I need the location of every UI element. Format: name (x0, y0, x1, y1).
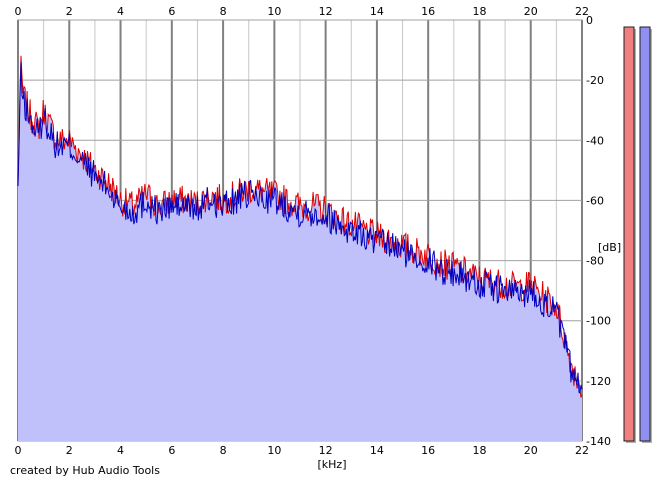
x-axis-label: [kHz] (318, 458, 347, 471)
x-tick-label-top: 2 (66, 5, 73, 18)
x-tick-label-bottom: 0 (15, 444, 22, 457)
credit-text: created by Hub Audio Tools (10, 464, 160, 477)
x-tick-label-top: 4 (117, 5, 124, 18)
area-fill (18, 55, 582, 442)
x-tick-label-top: 22 (575, 5, 589, 18)
x-tick-label-bottom: 20 (524, 444, 538, 457)
x-tick-label-top: 14 (370, 5, 384, 18)
x-tick-label-bottom: 2 (66, 444, 73, 457)
x-tick-label-bottom: 8 (220, 444, 227, 457)
y-axis-label: [dB] (598, 241, 621, 254)
x-tick-label-top: 12 (319, 5, 333, 18)
y-tick-label: -120 (586, 375, 611, 388)
y-tick-label: -60 (586, 194, 604, 207)
x-tick-label-bottom: 18 (472, 444, 486, 457)
x-tick-label-top: 16 (421, 5, 435, 18)
y-tick-label: -100 (586, 315, 611, 328)
y-tick-label: -80 (586, 255, 604, 268)
x-tick-label-top: 18 (472, 5, 486, 18)
x-tick-label-bottom: 22 (575, 444, 589, 457)
y-ticks: 0 -20 -40 -60 -80 -100 -120 -140 (586, 14, 611, 448)
y-tick-label: -40 (586, 134, 604, 147)
meter-right-bar (639, 26, 651, 442)
x-tick-label-top: 6 (168, 5, 175, 18)
x-tick-label-top: 8 (220, 5, 227, 18)
x-tick-label-bottom: 10 (267, 444, 281, 457)
x-tick-label-top: 0 (15, 5, 22, 18)
meter-left-bar (623, 26, 635, 442)
spectrum-lines (17, 55, 583, 398)
x-tick-label-top: 10 (267, 5, 281, 18)
x-ticks-bottom: 0 2 4 6 8 10 12 14 16 18 20 22 (15, 444, 590, 457)
x-tick-label-bottom: 14 (370, 444, 384, 457)
series-right-line (17, 61, 583, 394)
x-tick-label-bottom: 16 (421, 444, 435, 457)
spectrum-fill (18, 55, 582, 442)
x-tick-label-bottom: 12 (319, 444, 333, 457)
x-tick-label-bottom: 6 (168, 444, 175, 457)
x-tick-label-top: 20 (524, 5, 538, 18)
x-tick-label-bottom: 4 (117, 444, 124, 457)
y-tick-label: -140 (586, 435, 611, 448)
x-ticks-top: 0 2 4 6 8 10 12 14 16 18 20 22 (15, 5, 590, 18)
level-meters (623, 26, 652, 443)
y-tick-label: -20 (586, 74, 604, 87)
y-tick-label: 0 (586, 14, 593, 27)
